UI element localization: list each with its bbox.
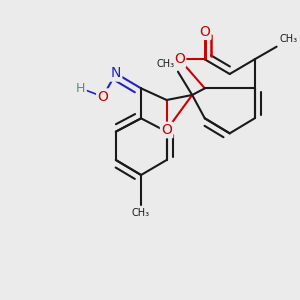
Text: O: O [98,90,108,104]
Text: H: H [76,82,86,95]
Text: CH₃: CH₃ [157,59,175,69]
Text: CH₃: CH₃ [280,34,298,44]
Text: O: O [161,123,172,137]
Text: N: N [111,66,121,80]
Text: CH₃: CH₃ [132,208,150,218]
Text: O: O [174,52,185,66]
Text: O: O [200,25,210,39]
